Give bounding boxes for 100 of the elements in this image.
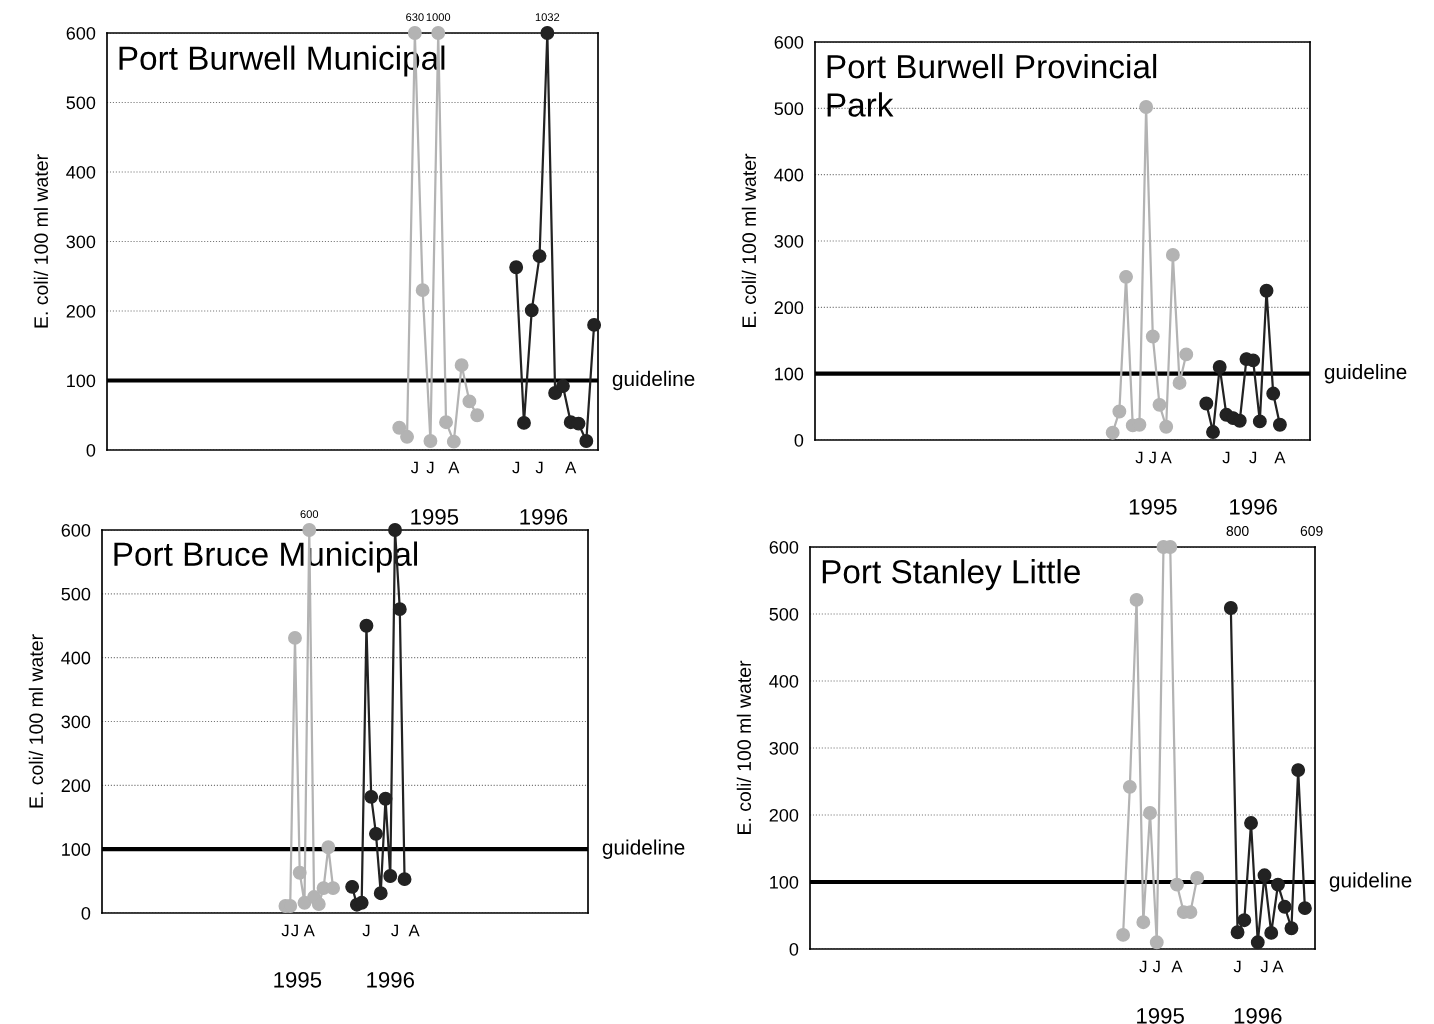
point xyxy=(446,434,461,449)
point xyxy=(407,26,422,40)
x-tick-label: J xyxy=(362,924,370,937)
y-tick-label: 300 xyxy=(769,741,799,755)
text: 1995 xyxy=(411,508,459,525)
point xyxy=(383,869,398,883)
point xyxy=(388,523,402,537)
point xyxy=(288,630,302,645)
point xyxy=(1291,763,1306,778)
point xyxy=(292,865,307,880)
text: 1995 xyxy=(274,971,322,988)
y-tick-label: 600 xyxy=(769,540,799,554)
point xyxy=(1152,397,1167,412)
point xyxy=(400,429,415,444)
text: 1996 xyxy=(1230,498,1277,515)
y-tick-label: 200 xyxy=(774,301,804,315)
point xyxy=(1129,592,1144,607)
y-tick-label: 600 xyxy=(774,35,804,49)
point xyxy=(1190,871,1205,885)
point xyxy=(462,394,477,409)
point xyxy=(517,415,531,430)
point xyxy=(524,303,539,318)
point xyxy=(1179,347,1194,362)
point xyxy=(1277,899,1292,914)
point xyxy=(378,791,393,806)
y-tick-label: 500 xyxy=(61,587,91,601)
text: Port Burwell Provincial Park xyxy=(827,53,1157,117)
point xyxy=(415,283,430,298)
point xyxy=(1284,921,1299,936)
point xyxy=(1272,417,1287,432)
point xyxy=(579,434,594,448)
x-tick-label: J xyxy=(410,461,418,474)
point xyxy=(1112,404,1127,419)
x-tick-label: J xyxy=(281,924,289,937)
point xyxy=(1119,269,1133,284)
point xyxy=(1136,915,1151,930)
y-tick-label: 0 xyxy=(86,443,96,457)
ref-line-label: guideline xyxy=(612,370,695,391)
point xyxy=(1212,360,1227,374)
point xyxy=(470,408,485,423)
point xyxy=(571,416,586,431)
ref-line-label: guideline xyxy=(602,839,685,859)
y-tick-label: 400 xyxy=(774,168,804,182)
x-tick-label: J xyxy=(512,461,520,474)
x-tick-label: A xyxy=(565,461,577,474)
y-tick-label: 100 xyxy=(775,367,804,381)
x-tick-label: J xyxy=(426,461,434,474)
point xyxy=(359,618,374,633)
point xyxy=(439,415,453,430)
point xyxy=(1143,806,1157,820)
y-tick-label: 100 xyxy=(770,875,799,889)
point xyxy=(345,879,360,894)
x-tick-label: J xyxy=(1233,960,1241,973)
x-tick-label: A xyxy=(1274,451,1286,464)
y-axis-title: E. coli/ 100 ml water xyxy=(28,634,44,808)
point xyxy=(1259,283,1274,298)
point xyxy=(1145,329,1160,344)
point xyxy=(321,840,336,855)
text: 800 xyxy=(1226,526,1249,536)
y-tick-label: 200 xyxy=(769,808,799,822)
point xyxy=(1252,414,1267,429)
y-tick-label: 0 xyxy=(81,906,91,920)
point xyxy=(1165,247,1180,262)
y-tick-label: 0 xyxy=(789,942,799,956)
point xyxy=(1230,925,1245,940)
ref-line-label: guideline xyxy=(1324,363,1407,384)
y-tick-label: 400 xyxy=(61,651,91,665)
point xyxy=(1257,868,1272,883)
x-tick-label: J xyxy=(291,924,298,937)
point xyxy=(1105,425,1120,440)
point xyxy=(1199,396,1214,411)
text: 609 xyxy=(1300,526,1323,536)
point xyxy=(532,249,547,264)
point xyxy=(302,523,317,537)
point xyxy=(1232,413,1247,428)
y-tick-label: 200 xyxy=(66,304,96,318)
x-tick-label: J xyxy=(535,461,543,474)
point xyxy=(397,872,412,887)
y-tick-label: 500 xyxy=(774,102,804,116)
point xyxy=(1172,376,1187,390)
point xyxy=(1250,935,1265,950)
x-tick-label: J xyxy=(1135,451,1143,464)
point xyxy=(1246,353,1261,368)
x-tick-label: J xyxy=(1152,960,1160,973)
text: 1996 xyxy=(520,508,568,525)
y-axis-title: E. coli/ 100 ml water xyxy=(741,153,757,327)
point xyxy=(454,358,469,373)
point xyxy=(1271,877,1285,892)
point xyxy=(1159,419,1174,434)
data-label: 600 xyxy=(300,510,319,519)
text: 1032 xyxy=(535,13,560,22)
y-axis-title: E. coli/ 100 ml water xyxy=(33,154,49,328)
point xyxy=(1264,925,1279,940)
point xyxy=(369,826,383,841)
y-tick-label: 0 xyxy=(794,433,804,447)
point xyxy=(326,881,341,896)
point xyxy=(1149,935,1164,950)
point xyxy=(1139,100,1154,114)
chart-title: Port Burwell Municipal xyxy=(119,45,445,77)
point xyxy=(1237,913,1252,928)
